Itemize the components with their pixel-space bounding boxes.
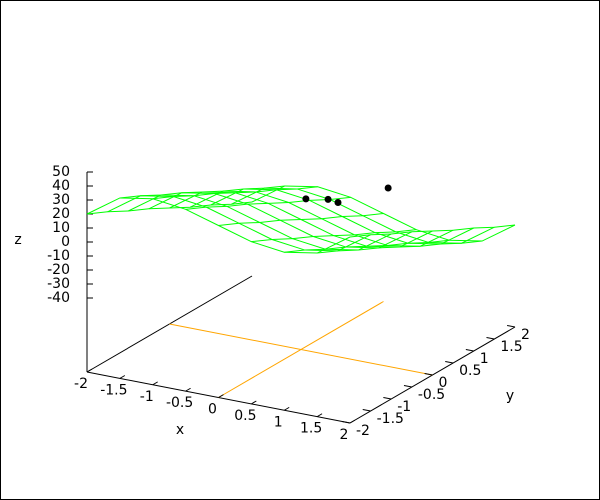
y-tick (342, 420, 351, 424)
data-point (324, 195, 332, 203)
data-point (384, 184, 392, 192)
z-tick-label: 50 (52, 164, 70, 180)
x-tick-label: -1 (140, 389, 154, 405)
z-tick-label: -30 (47, 276, 70, 292)
y-tick-label: 1 (480, 351, 489, 367)
x-tick-label: 1.5 (300, 421, 322, 437)
y-tick-label: -2 (356, 423, 370, 439)
z-tick-label: 10 (52, 220, 70, 236)
x-tick-label: -0.5 (166, 395, 193, 411)
y-tick (424, 372, 433, 376)
surface-column (317, 240, 483, 254)
x-tick (349, 419, 356, 424)
y-tick (445, 360, 454, 364)
x-axis-label: x (176, 422, 184, 438)
z-axis-label: z (14, 232, 21, 248)
x-tick (86, 368, 93, 373)
z-tick-label: 0 (61, 234, 70, 250)
x-tick (152, 381, 158, 386)
y-tick (465, 348, 474, 352)
x-tick (119, 375, 126, 379)
z-tick-label: -40 (47, 290, 70, 306)
zero-axis (218, 301, 384, 398)
data-point (302, 195, 310, 203)
y-tick (507, 324, 516, 328)
z-tick-label: 20 (52, 206, 70, 222)
x-tick (283, 406, 290, 411)
y-tick-label: 2 (521, 327, 530, 343)
surface-column (185, 196, 351, 210)
x-tick-label: 0.5 (234, 408, 256, 424)
surface-column (218, 213, 384, 226)
x-tick-label: -1.5 (100, 382, 127, 398)
x-tick-label: 2 (340, 427, 349, 443)
y-axis-label: y (506, 388, 514, 404)
z-tick-label: 40 (52, 178, 70, 194)
x-tick (218, 394, 224, 398)
z-tick-label: 30 (52, 192, 70, 208)
z-tick-label: -20 (47, 262, 70, 278)
y-tick-label: 1.5 (500, 339, 522, 355)
surface-column (86, 201, 253, 215)
x-tick (316, 413, 323, 418)
y-tick-label: -1.5 (377, 411, 404, 427)
x-tick-label: 1 (274, 414, 283, 430)
y-tick (403, 384, 412, 388)
surface-column (119, 185, 285, 199)
x-tick-label: 0 (208, 402, 217, 418)
x-tick (185, 387, 191, 392)
x-tick-label: -2 (74, 376, 88, 392)
y-tick (383, 396, 392, 400)
surface-column (251, 229, 417, 243)
data-point (334, 198, 342, 206)
x-tick (251, 400, 257, 405)
surface-column (284, 239, 450, 253)
y-tick-label: -0.5 (418, 387, 445, 403)
z-tick-label: -10 (47, 248, 70, 264)
y-tick-label: -1 (397, 399, 411, 415)
y-tick-label: 0 (439, 375, 448, 391)
surface-column (349, 224, 516, 238)
surface-column (152, 186, 318, 200)
y-tick (362, 408, 371, 412)
y-tick-label: 0.5 (459, 363, 481, 379)
y-tick (486, 336, 495, 340)
